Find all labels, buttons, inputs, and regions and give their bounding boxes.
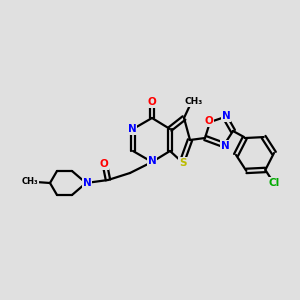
Text: N: N	[82, 178, 91, 188]
Text: CH₃: CH₃	[185, 98, 203, 106]
Text: O: O	[148, 97, 156, 107]
Text: N: N	[220, 141, 230, 151]
Text: N: N	[128, 124, 136, 134]
Text: Cl: Cl	[269, 178, 280, 188]
Text: CH₃: CH₃	[22, 178, 38, 187]
Text: O: O	[205, 116, 213, 126]
Text: O: O	[100, 159, 108, 169]
Text: S: S	[179, 158, 187, 168]
Text: N: N	[148, 156, 156, 166]
Text: N: N	[222, 111, 230, 121]
